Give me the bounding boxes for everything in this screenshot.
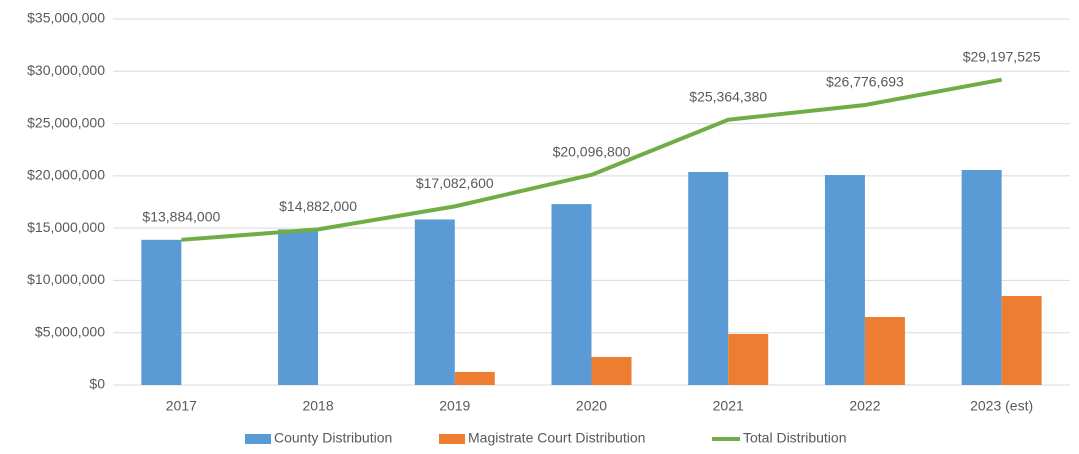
bar bbox=[414, 219, 455, 385]
y-tick-label: $5,000,000 bbox=[35, 323, 105, 339]
legend-label: County Distribution bbox=[274, 430, 392, 446]
legend-label: Total Distribution bbox=[743, 430, 847, 446]
bar bbox=[961, 170, 1002, 385]
y-tick-label: $35,000,000 bbox=[27, 10, 105, 26]
bar bbox=[278, 229, 319, 385]
bar bbox=[141, 239, 182, 385]
data-label: $20,096,800 bbox=[553, 144, 631, 160]
legend-swatch bbox=[245, 434, 271, 444]
y-tick-label: $0 bbox=[89, 376, 105, 392]
bar bbox=[728, 333, 769, 385]
data-label: $14,882,000 bbox=[279, 198, 357, 214]
bar bbox=[864, 317, 905, 385]
line bbox=[181, 77, 1003, 242]
data-label: $29,197,525 bbox=[963, 48, 1041, 64]
x-tick-label: 2020 bbox=[576, 398, 607, 414]
x-tick-label: 2019 bbox=[439, 398, 470, 414]
x-tick-label: 2023 (est) bbox=[970, 398, 1033, 414]
bar bbox=[1001, 296, 1042, 385]
y-tick-label: $20,000,000 bbox=[27, 167, 105, 183]
bar bbox=[824, 175, 865, 385]
bar bbox=[551, 204, 592, 385]
x-tick-label: 2022 bbox=[849, 398, 880, 414]
x-tick-label: 2017 bbox=[166, 398, 197, 414]
y-tick-label: $10,000,000 bbox=[27, 271, 105, 287]
legend-label: Magistrate Court Distribution bbox=[468, 430, 645, 446]
data-label: $17,082,600 bbox=[416, 175, 494, 191]
y-tick-label: $30,000,000 bbox=[27, 62, 105, 78]
x-tick-label: 2021 bbox=[713, 398, 744, 414]
bar bbox=[688, 171, 729, 385]
data-label: $25,364,380 bbox=[689, 88, 767, 104]
y-tick-label: $15,000,000 bbox=[27, 219, 105, 235]
data-label: $26,776,693 bbox=[826, 74, 904, 90]
legend-swatch bbox=[439, 434, 465, 444]
bar bbox=[454, 371, 495, 385]
data-label: $13,884,000 bbox=[142, 209, 220, 225]
bar bbox=[591, 356, 632, 385]
x-tick-label: 2018 bbox=[302, 398, 333, 414]
y-tick-label: $25,000,000 bbox=[27, 114, 105, 130]
